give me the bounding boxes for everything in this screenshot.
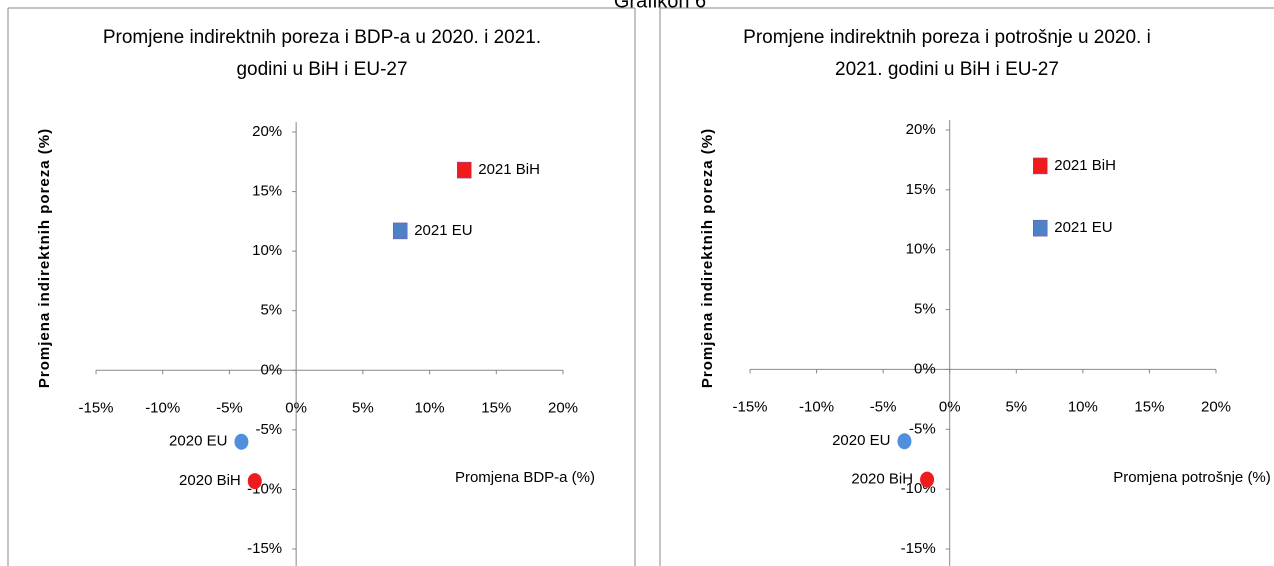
y-tick-label: 20%	[906, 121, 936, 138]
point	[247, 473, 262, 490]
y-tick-label: -5%	[255, 421, 282, 438]
y-tick-label: -5%	[909, 420, 936, 437]
y-tick-label: 5%	[914, 301, 936, 318]
chart-title: Promjene indirektnih poreza i potrošnje …	[743, 27, 1151, 48]
point	[1033, 219, 1048, 237]
point-label: 2021 EU	[1054, 219, 1112, 236]
x-axis-title: Promjena potrošnje (%)	[1113, 469, 1271, 486]
y-tick-label: 10%	[906, 241, 936, 258]
y-tick-label: 20%	[252, 123, 282, 140]
x-tick-label: 15%	[481, 399, 511, 416]
point	[234, 433, 249, 450]
x-tick-label: 5%	[352, 399, 374, 416]
x-tick-label: 15%	[1134, 398, 1164, 415]
y-tick-label: -15%	[901, 540, 936, 557]
chart-title: Promjene indirektnih poreza i BDP-a u 20…	[103, 27, 541, 48]
x-axis-title: Promjena BDP-a (%)	[455, 469, 595, 486]
y-axis-title: Promjena indirektnih poreza (%)	[699, 128, 716, 388]
point	[392, 222, 408, 240]
x-tick-label: 5%	[1005, 398, 1027, 415]
x-tick-label: -10%	[145, 399, 180, 416]
point	[457, 161, 472, 179]
x-tick-label: 20%	[1201, 398, 1231, 415]
heading: Grafikon 6	[614, 0, 706, 12]
x-tick-label: 10%	[1068, 398, 1098, 415]
x-tick-label: 0%	[285, 399, 307, 416]
point-label: 2020 BiH	[851, 471, 913, 488]
x-tick-label: 0%	[939, 398, 961, 415]
chart-title: godini u BiH i EU-27	[236, 59, 407, 80]
point-label: 2020 EU	[832, 432, 890, 449]
x-tick-label: -15%	[732, 398, 767, 415]
x-tick-label: 20%	[548, 399, 578, 416]
y-tick-label: 0%	[260, 361, 282, 378]
point	[1033, 157, 1048, 175]
x-tick-label: 10%	[415, 399, 445, 416]
y-tick-label: 15%	[906, 181, 936, 198]
y-tick-label: 10%	[252, 242, 282, 259]
point-label: 2021 BiH	[1054, 157, 1116, 174]
point-label: 2021 BiH	[478, 161, 540, 178]
point-label: 2020 EU	[169, 433, 227, 450]
y-axis-title: Promjena indirektnih poreza (%)	[36, 128, 53, 388]
x-tick-label: -5%	[870, 398, 897, 415]
y-tick-label: 15%	[252, 183, 282, 200]
x-tick-label: -5%	[216, 399, 243, 416]
y-tick-label: 0%	[914, 360, 936, 377]
y-tick-label: 5%	[260, 302, 282, 319]
y-tick-label: -15%	[247, 540, 282, 557]
x-tick-label: -15%	[78, 399, 113, 416]
chart-title: 2021. godini u BiH i EU-27	[835, 59, 1059, 80]
point	[897, 433, 912, 450]
point-label: 2020 BiH	[179, 472, 241, 489]
point-label: 2021 EU	[414, 222, 472, 239]
point	[920, 471, 935, 488]
x-tick-label: -10%	[799, 398, 834, 415]
